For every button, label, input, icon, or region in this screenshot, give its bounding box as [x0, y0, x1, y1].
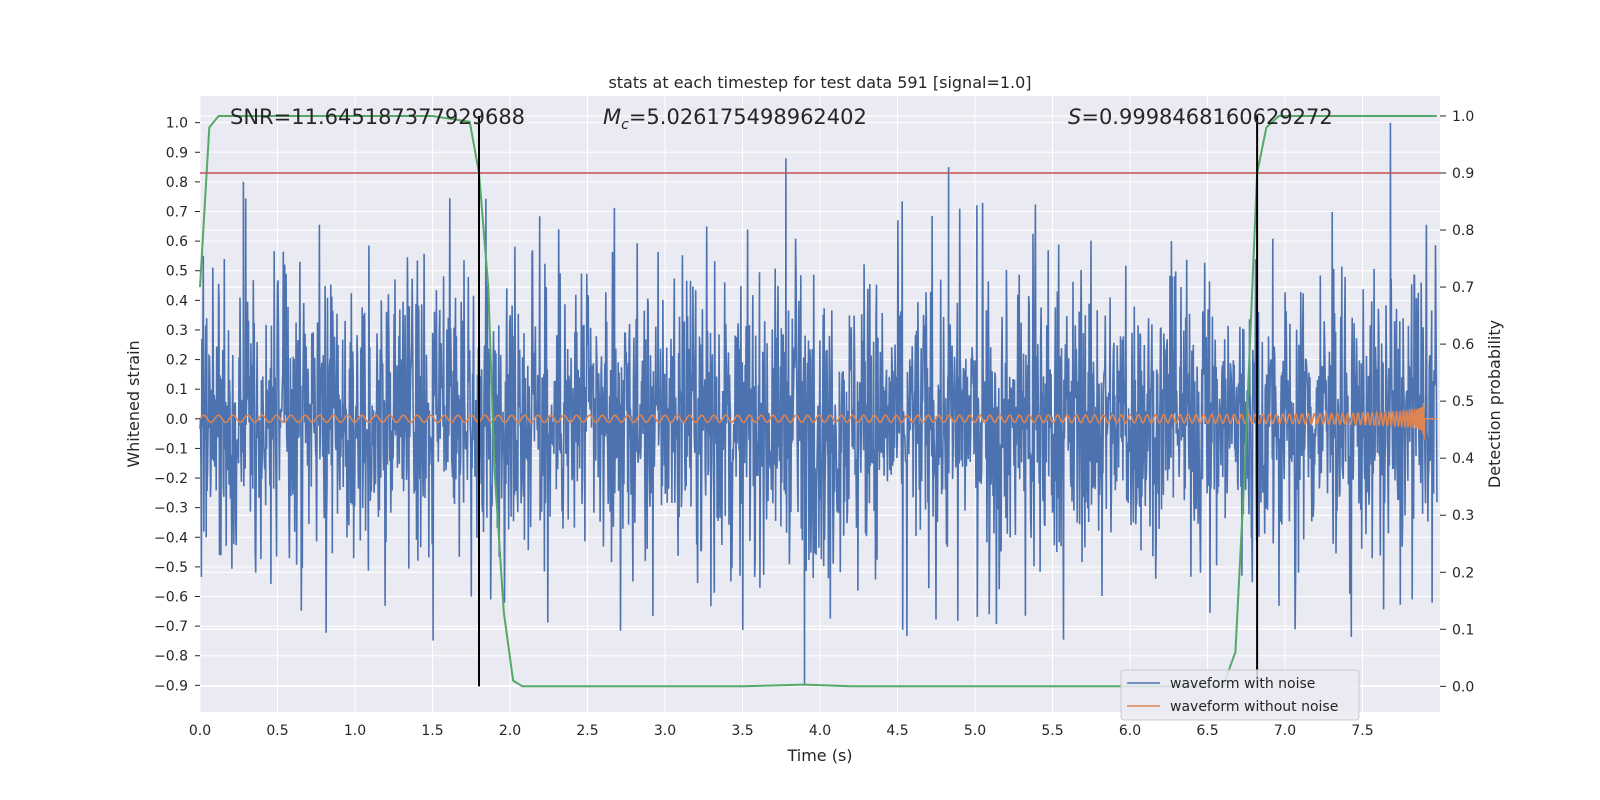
x-tick-label: 2.0	[499, 723, 521, 739]
legend-label-noise: waveform with noise	[1170, 676, 1315, 692]
y-tick-label-right: 0.7	[1452, 280, 1474, 296]
y-tick-label-left: −0.7	[154, 619, 188, 635]
y-tick-label-left: 0.5	[166, 264, 188, 280]
y-tick-label-left: −0.6	[154, 590, 188, 606]
y-tick-label-right: 0.8	[1452, 223, 1474, 239]
y-tick-label-right: 1.0	[1452, 109, 1474, 125]
y-tick-label-right: 0.3	[1452, 508, 1474, 524]
y-tick-label-right: 0.0	[1452, 679, 1474, 695]
significance-value: =0.9998468160629272	[1081, 105, 1332, 129]
y-tick-label-left: 0.1	[166, 382, 188, 398]
clean-waveform-layer	[199, 403, 1437, 440]
y-axis-label-right: Detection probability	[1485, 320, 1504, 488]
x-tick-label: 4.5	[886, 723, 908, 739]
noise-waveform-layer	[199, 122, 1438, 686]
x-tick-label: 0.5	[266, 723, 288, 739]
y-tick-label-left: 0.6	[166, 234, 188, 250]
y-tick-label-left: 0.3	[166, 323, 188, 339]
x-tick-label: 1.0	[344, 723, 366, 739]
significance-annotation: S=0.9998468160629272	[1068, 105, 1333, 129]
x-tick-label: 3.5	[731, 723, 753, 739]
y-tick-label-left: −0.9	[154, 678, 188, 694]
x-tick-label: 6.5	[1196, 723, 1218, 739]
x-tick-label: 7.5	[1351, 723, 1373, 739]
chirp-mass-subscript: c	[621, 117, 629, 133]
y-tick-label-left: −0.3	[154, 501, 188, 517]
y-tick-label-right: 0.9	[1452, 166, 1474, 182]
x-tick-label: 5.0	[964, 723, 986, 739]
legend-box	[1120, 669, 1360, 721]
y-tick-label-left: −0.5	[154, 560, 188, 576]
legend-label-clean: waveform without noise	[1170, 699, 1338, 715]
y-tick-label-left: 0.2	[166, 353, 188, 369]
y-tick-label-left: 0.9	[166, 145, 188, 161]
y-tick-label-left: 0.4	[166, 293, 188, 309]
chirp-mass-symbol: M	[603, 105, 621, 129]
x-tick-label: 2.5	[576, 723, 598, 739]
y-tick-label-left: 0.7	[166, 205, 188, 221]
y-tick-label-left: −0.8	[154, 649, 188, 665]
y-tick-label-right: 0.5	[1452, 394, 1474, 410]
y-tick-label-left: −0.2	[154, 471, 188, 487]
x-tick-label: 0.0	[189, 723, 211, 739]
y-tick-label-left: −0.1	[154, 441, 188, 457]
probability-line	[199, 115, 1437, 688]
y-tick-label-left: 0.0	[166, 412, 188, 428]
overlay-layer	[200, 115, 1440, 687]
snr-annotation: SNR=11.645187377929688	[230, 105, 525, 129]
chirp-mass-value: =5.026175498962402	[629, 105, 867, 129]
y-tick-label-left: 0.8	[166, 175, 188, 191]
clean-waveform-line	[199, 403, 1437, 440]
significance-symbol: S	[1068, 105, 1081, 129]
y-tick-label-right: 0.4	[1452, 451, 1474, 467]
y-tick-label-left: −0.4	[154, 530, 188, 546]
y-tick-label-right: 0.1	[1452, 622, 1474, 638]
x-tick-label: 4.0	[809, 723, 831, 739]
x-tick-label: 7.0	[1274, 723, 1296, 739]
chart-title: stats at each timestep for test data 591…	[608, 73, 1031, 92]
chirp-mass-annotation: Mc=5.026175498962402	[603, 105, 867, 133]
x-tick-label: 5.5	[1041, 723, 1063, 739]
x-tick-label: 3.0	[654, 723, 676, 739]
probability-layer	[199, 115, 1437, 688]
legend: waveform with noise waveform without noi…	[1120, 669, 1360, 721]
noise-waveform-line	[199, 122, 1438, 686]
y-tick-label-right: 0.2	[1452, 565, 1474, 581]
y-tick-label-left: 1.0	[166, 116, 188, 132]
y-axis-label-left: Whitened strain	[124, 340, 143, 467]
tick-label-layer: 0.0 0.5 1.0 1.5 2.0 2.5 3.0 3.5 4.0 4.5 5.0 5.5 6.0 6…	[154, 109, 1474, 739]
x-tick-label: 1.5	[421, 723, 443, 739]
x-tick-label: 6.0	[1119, 723, 1141, 739]
y-tick-label-right: 0.6	[1452, 337, 1474, 353]
x-axis-label: Time (s)	[786, 746, 852, 765]
